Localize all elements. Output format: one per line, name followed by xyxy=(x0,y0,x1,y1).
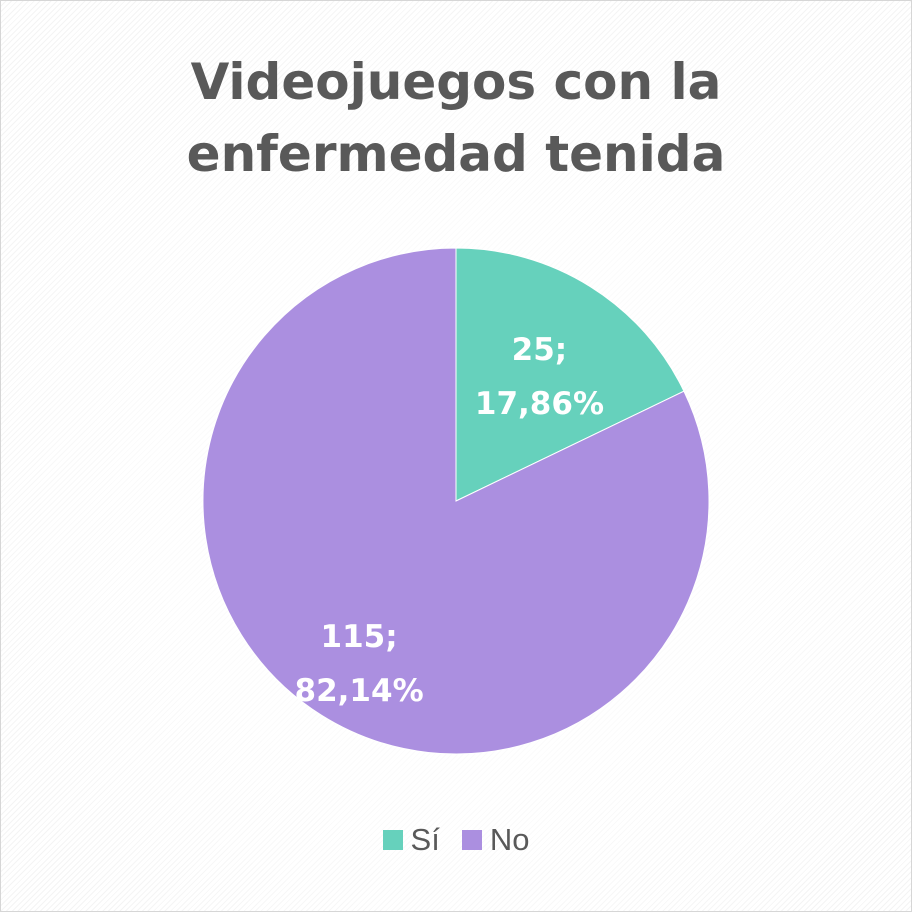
pie-slice-no xyxy=(202,247,710,755)
legend-item-si: Sí xyxy=(382,822,440,858)
legend-label-no: No xyxy=(489,822,530,857)
legend-swatch-si xyxy=(382,830,403,850)
legend-swatch-no xyxy=(461,830,482,850)
pie-slices xyxy=(202,247,710,755)
data-label-value-no: 115; xyxy=(321,619,398,655)
data-label-percent-si: 17,86% xyxy=(475,386,604,422)
chart-legend: Sí No xyxy=(0,822,912,858)
pie-data-labels: 25; 17,86% 115; 82,14% xyxy=(295,332,604,709)
chart-title-line-1: Videojuegos con la xyxy=(190,53,722,111)
legend-label-si: Sí xyxy=(410,822,440,857)
legend-item-no: No xyxy=(461,822,530,858)
data-label-no: 115; 82,14% xyxy=(295,619,424,709)
pie-slice-si xyxy=(455,247,685,502)
data-label-value-si: 25; xyxy=(512,332,568,368)
data-label-percent-no: 82,14% xyxy=(295,673,424,709)
chart-title-line-2: enfermedad tenida xyxy=(186,125,726,183)
data-label-si: 25; 17,86% xyxy=(475,332,604,422)
chart-title: Videojuegos con la enfermedad tenida xyxy=(0,46,912,190)
